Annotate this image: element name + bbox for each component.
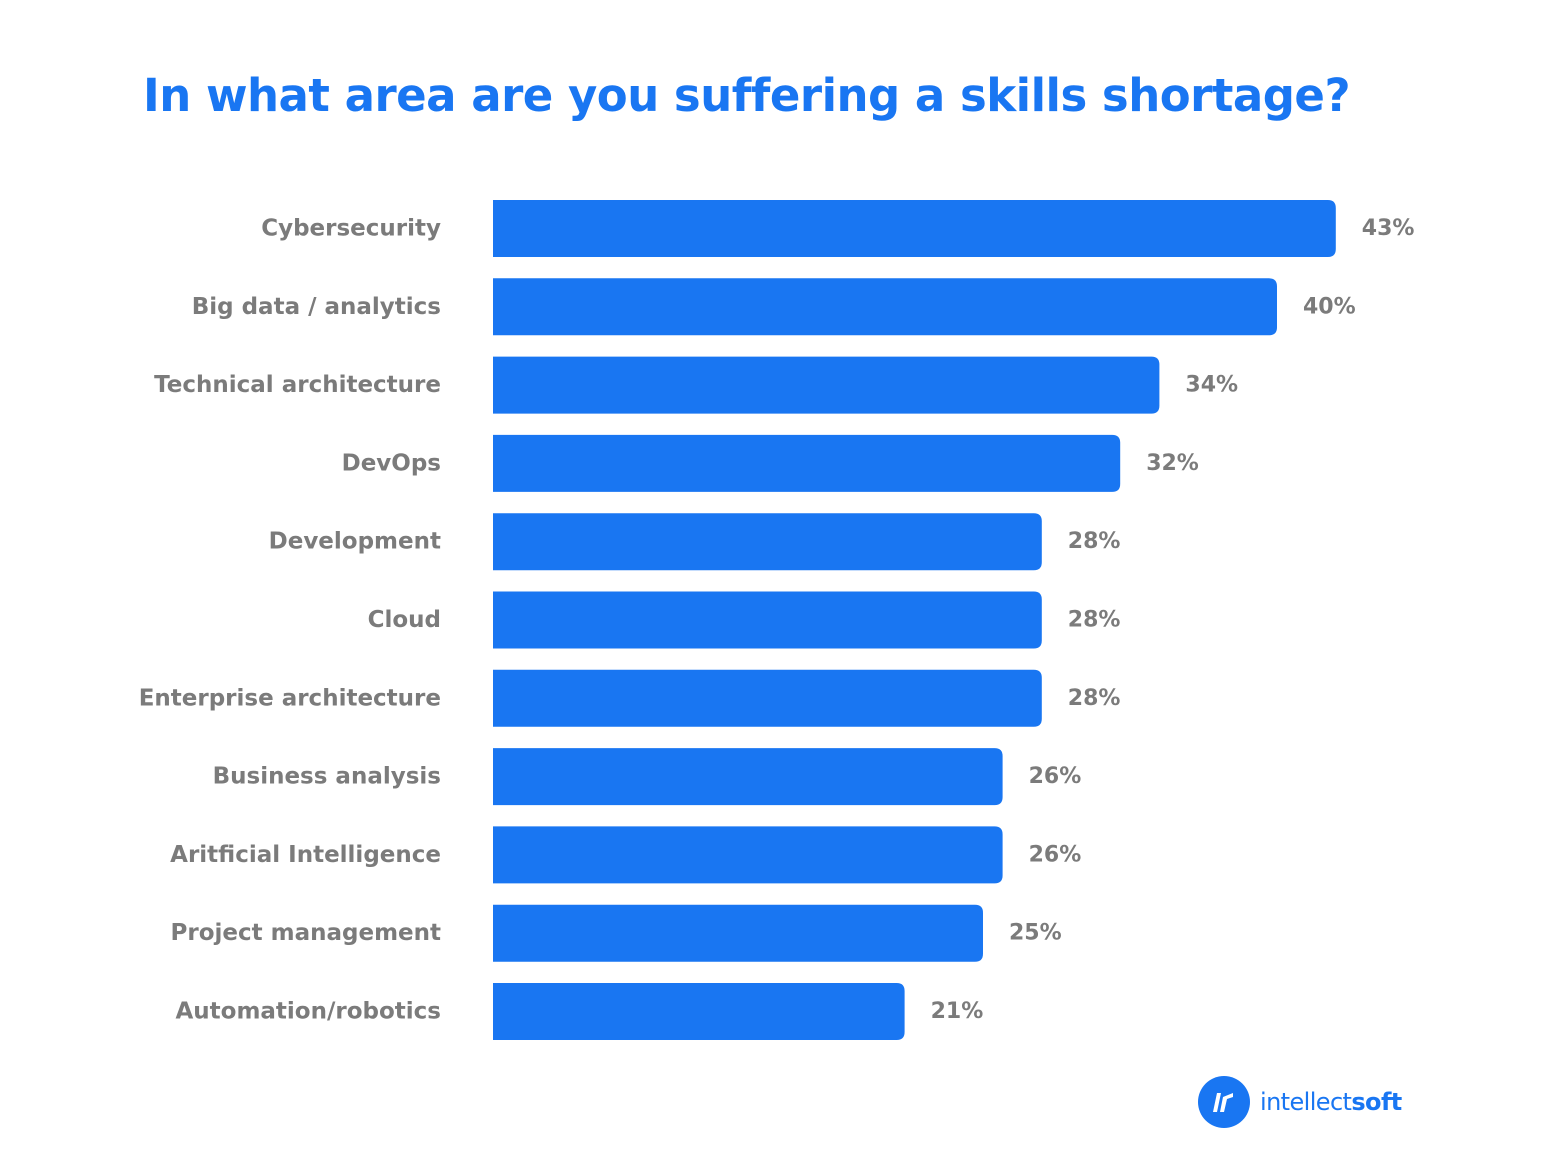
value-label: 26% bbox=[1029, 842, 1082, 867]
category-label: Project management bbox=[171, 920, 442, 946]
brand-name-bold: soft bbox=[1351, 1088, 1402, 1116]
intellectsoft-logo-icon bbox=[1198, 1076, 1250, 1128]
bar bbox=[493, 669, 1042, 727]
bar bbox=[493, 278, 1277, 336]
value-label: 21% bbox=[931, 999, 984, 1024]
category-label: Development bbox=[269, 529, 441, 555]
brand-name: intellectsoft bbox=[1260, 1088, 1402, 1116]
bar bbox=[493, 356, 1160, 414]
value-label: 28% bbox=[1068, 608, 1121, 633]
value-label: 40% bbox=[1303, 294, 1356, 319]
bar bbox=[493, 983, 905, 1040]
bar bbox=[493, 904, 983, 962]
category-label: Business analysis bbox=[213, 764, 441, 790]
bar bbox=[493, 513, 1042, 571]
chart-title: In what area are you suffering a skills … bbox=[143, 69, 1351, 122]
bar bbox=[493, 434, 1121, 492]
value-label: 34% bbox=[1185, 373, 1238, 398]
category-label: Automation/robotics bbox=[175, 999, 441, 1025]
value-label: 28% bbox=[1068, 529, 1121, 554]
bar bbox=[493, 826, 1003, 884]
bar bbox=[493, 200, 1336, 257]
category-label: DevOps bbox=[342, 450, 441, 476]
value-label: 26% bbox=[1029, 764, 1082, 789]
value-label: 25% bbox=[1009, 921, 1062, 946]
bar bbox=[493, 748, 1003, 806]
value-label: 32% bbox=[1146, 451, 1199, 476]
bar bbox=[493, 591, 1042, 649]
category-label: Big data / analytics bbox=[192, 294, 441, 320]
value-label: 28% bbox=[1068, 686, 1121, 711]
category-label: Cybersecurity bbox=[261, 216, 441, 242]
brand-logo: intellectsoft bbox=[1198, 1075, 1402, 1129]
category-label: Technical architecture bbox=[154, 372, 441, 398]
category-label: Enterprise architecture bbox=[139, 685, 441, 711]
category-label: Aritficial Intelligence bbox=[170, 842, 441, 868]
category-label: Cloud bbox=[368, 607, 441, 633]
brand-name-regular: intellect bbox=[1260, 1088, 1352, 1116]
value-label: 43% bbox=[1362, 216, 1415, 241]
